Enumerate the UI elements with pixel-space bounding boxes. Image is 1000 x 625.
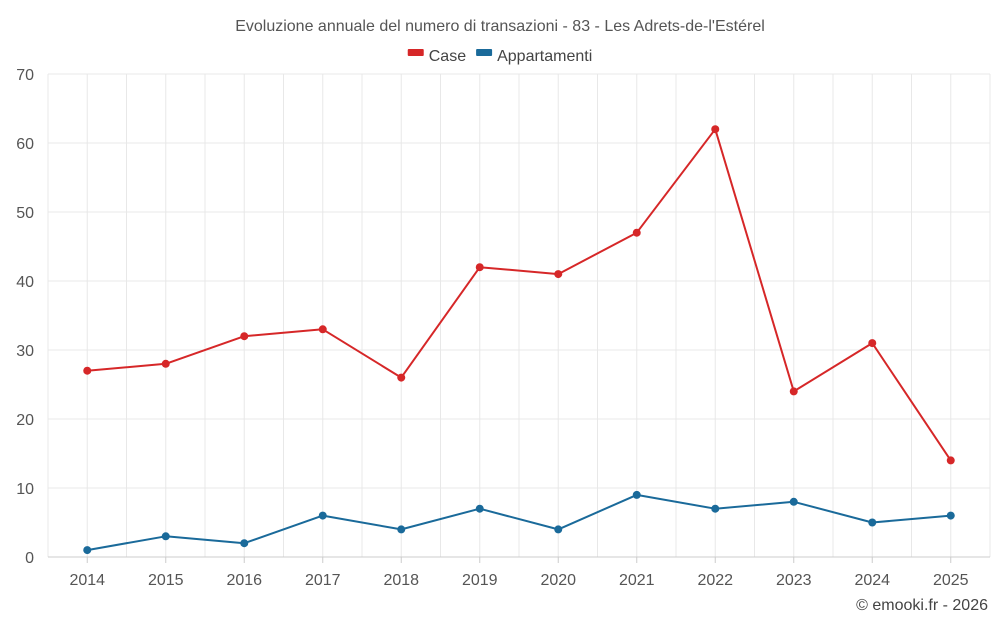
- point-case-2022: [711, 125, 720, 134]
- point-appartamenti-2021: [632, 490, 641, 499]
- point-case-2019: [475, 263, 484, 272]
- point-appartamenti-2018: [397, 525, 406, 534]
- point-appartamenti-2016: [240, 539, 249, 548]
- point-appartamenti-2015: [161, 532, 170, 541]
- point-case-2014: [83, 366, 92, 375]
- grid-lines: [47, 73, 991, 558]
- y-tick-label-60: 60: [16, 136, 34, 153]
- legend: Case Appartamenti: [407, 48, 592, 65]
- y-axis: 0 10 20 30 40 50 60 70: [16, 67, 34, 567]
- x-tick-label-2017: 2017: [305, 572, 341, 589]
- x-tick-label-2018: 2018: [383, 572, 419, 589]
- y-tick-label-20: 20: [16, 412, 34, 429]
- x-tick-label-2023: 2023: [776, 572, 812, 589]
- point-appartamenti-2023: [789, 497, 798, 506]
- point-case-2016: [240, 332, 249, 341]
- x-tick-label-2016: 2016: [226, 572, 262, 589]
- series-appartamenti: [83, 490, 955, 555]
- x-tick-label-2019: 2019: [462, 572, 498, 589]
- point-case-2021: [632, 228, 641, 237]
- point-case-2023: [789, 387, 798, 396]
- point-appartamenti-2022: [711, 504, 720, 513]
- x-tick-label-2024: 2024: [854, 572, 890, 589]
- x-tick-label-2020: 2020: [540, 572, 576, 589]
- point-case-2025: [946, 456, 955, 465]
- x-tick-label-2014: 2014: [69, 572, 105, 589]
- point-appartamenti-2019: [475, 504, 484, 513]
- y-tick-label-50: 50: [16, 205, 34, 222]
- point-appartamenti-2020: [554, 525, 563, 534]
- y-tick-label-70: 70: [16, 67, 34, 84]
- chart-title: Evoluzione annuale del numero di transaz…: [235, 18, 765, 35]
- legend-item-appartamenti: Appartamenti: [476, 48, 592, 65]
- point-case-2020: [554, 270, 563, 279]
- series-case: [83, 125, 955, 465]
- point-appartamenti-2017: [318, 511, 327, 520]
- y-tick-label-40: 40: [16, 274, 34, 291]
- point-case-2018: [397, 373, 406, 382]
- point-case-2015: [161, 359, 170, 368]
- x-tick-label-2015: 2015: [148, 572, 184, 589]
- credit-text: © emooki.fr - 2026: [856, 597, 988, 614]
- y-tick-label-30: 30: [16, 343, 34, 360]
- legend-label-case: Case: [429, 48, 466, 65]
- point-case-2017: [318, 325, 327, 334]
- legend-item-case: Case: [407, 48, 466, 65]
- legend-swatch-appartamenti: [476, 49, 493, 56]
- series-group: [83, 125, 955, 555]
- y-tick-label-10: 10: [16, 481, 34, 498]
- point-appartamenti-2025: [946, 511, 955, 520]
- x-axis: 2014 2015 2016 2017 2018 2019 2020 2021 2022 2023…: [48, 556, 990, 589]
- x-tick-label-2021: 2021: [619, 572, 655, 589]
- point-appartamenti-2014: [83, 546, 92, 555]
- legend-swatch-case: [407, 49, 424, 56]
- point-case-2024: [868, 339, 877, 348]
- series-line-appartamenti: [87, 493, 951, 552]
- point-appartamenti-2024: [868, 518, 877, 527]
- y-tick-label-0: 0: [25, 550, 34, 567]
- x-tick-label-2025: 2025: [933, 572, 969, 589]
- legend-label-appartamenti: Appartamenti: [497, 48, 592, 65]
- series-line-case: [87, 128, 952, 461]
- x-tick-label-2022: 2022: [697, 572, 733, 589]
